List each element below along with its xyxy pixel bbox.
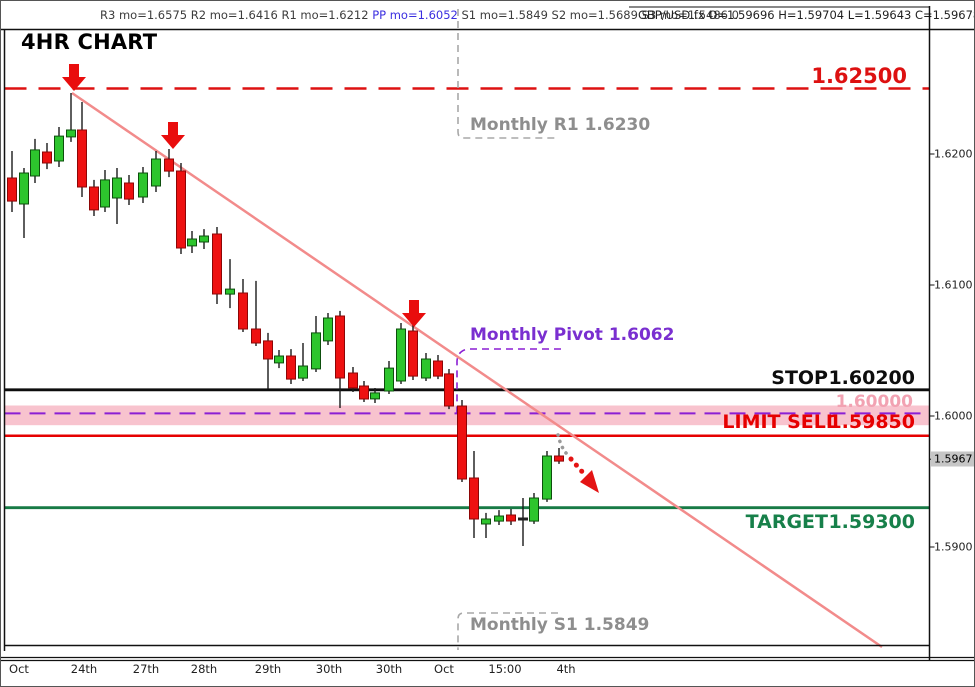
candle <box>42 143 52 170</box>
price-axis-label: 1.6200 <box>934 147 973 161</box>
candle <box>176 163 186 254</box>
candle <box>518 498 528 546</box>
time-axis-label: Oct <box>434 662 454 676</box>
candle <box>286 349 296 384</box>
candle <box>89 179 99 216</box>
monthly-r1-bracket <box>457 9 558 139</box>
candle <box>481 512 491 538</box>
monthly-pivot-summary: R3 mo=1.6575 R2 mo=1.6416 R1 mo=1.6212 P… <box>100 8 739 22</box>
candle <box>164 149 174 178</box>
projection-path-red <box>568 456 588 478</box>
time-axis-label: 30th <box>375 662 403 676</box>
candle <box>298 343 308 381</box>
stop-price-label: 1.60200 <box>828 367 915 389</box>
candle <box>100 170 110 212</box>
candle <box>112 168 122 224</box>
candle <box>274 350 284 369</box>
candle <box>335 310 345 408</box>
candle <box>225 259 235 309</box>
time-axis-label: 27th <box>132 662 160 676</box>
sell-arrow-icon <box>402 300 426 327</box>
candle <box>384 361 394 394</box>
candle <box>311 316 321 372</box>
limit-sell-price-label: 1.59850 <box>828 411 915 433</box>
candle <box>457 400 467 482</box>
candle <box>433 355 443 380</box>
symbol-ohlc-readout: GBP/USD.fx O=1.59696 H=1.59704 L=1.59643… <box>638 8 975 22</box>
current-price-badge: 1.5967 <box>931 451 974 467</box>
candle <box>77 102 87 197</box>
monthly-s1-label: Monthly S1 1.5849 <box>470 615 650 635</box>
pivot-summary-pp: PP mo=1.6052 <box>372 8 458 22</box>
monthly-s1-bracket <box>457 612 558 650</box>
candle <box>323 313 333 345</box>
chart-title: 4HR CHART <box>21 30 158 54</box>
time-axis-label: 24th <box>70 662 98 676</box>
time-axis-label: 15:00 <box>488 662 522 676</box>
target-price-label: 1.59300 <box>828 511 915 533</box>
price-axis-label: 1.5900 <box>934 540 973 554</box>
candle <box>138 167 148 203</box>
price-axis-label: 1.6000 <box>934 409 973 423</box>
candle <box>238 279 248 332</box>
candle <box>469 451 479 538</box>
candle <box>19 168 29 238</box>
candle <box>187 231 197 253</box>
time-axis-label: 28th <box>190 662 218 676</box>
candle <box>506 509 516 525</box>
candle <box>421 353 431 381</box>
price-axis[interactable] <box>927 29 974 653</box>
sell-arrow-icon <box>62 64 86 91</box>
stop-label: STOP <box>771 367 828 389</box>
candle <box>151 151 161 192</box>
candle <box>529 493 539 524</box>
projection-arrowhead-icon <box>580 470 599 493</box>
projection-path-gray <box>556 433 568 455</box>
candle <box>199 229 209 249</box>
limit-sell-label: LIMIT SELL <box>722 411 838 433</box>
resistance-price-label: 1.62500 <box>811 64 907 88</box>
candle <box>542 451 552 502</box>
candle <box>408 325 418 380</box>
candle <box>263 332 273 389</box>
candle <box>444 369 454 410</box>
candle <box>494 510 504 525</box>
price-axis-label: 1.6100 <box>934 278 973 292</box>
candle <box>348 367 358 392</box>
time-axis-label: 4th <box>556 662 576 676</box>
time-axis-label: 29th <box>254 662 282 676</box>
pivot-summary-pre: R3 mo=1.6575 R2 mo=1.6416 R1 mo=1.6212 <box>100 8 373 22</box>
candle <box>370 388 380 403</box>
sell-arrow-icon <box>161 122 185 149</box>
monthly-pivot-bracket <box>456 348 561 413</box>
target-label: TARGET <box>745 511 828 533</box>
candle <box>212 227 222 304</box>
candle <box>66 93 76 142</box>
candle <box>554 448 564 464</box>
candle <box>359 381 369 402</box>
candle <box>124 175 134 205</box>
time-axis-label: 30th <box>315 662 343 676</box>
pivot-summary-post: S1 mo=1.5849 S2 mo=1.5689 S3 mo=1.5486 0 <box>457 8 739 22</box>
candle <box>30 138 40 183</box>
round-number-price-label: 1.60000 <box>835 392 913 412</box>
time-axis-label: Oct <box>9 662 29 676</box>
candle <box>54 127 64 167</box>
monthly-pivot-label: Monthly Pivot 1.6062 <box>470 325 675 345</box>
candle <box>251 280 261 346</box>
downtrend-trendline[interactable] <box>71 91 883 649</box>
monthly-r1-label: Monthly R1 1.6230 <box>470 115 651 135</box>
candle <box>396 323 406 384</box>
candle <box>7 151 17 212</box>
